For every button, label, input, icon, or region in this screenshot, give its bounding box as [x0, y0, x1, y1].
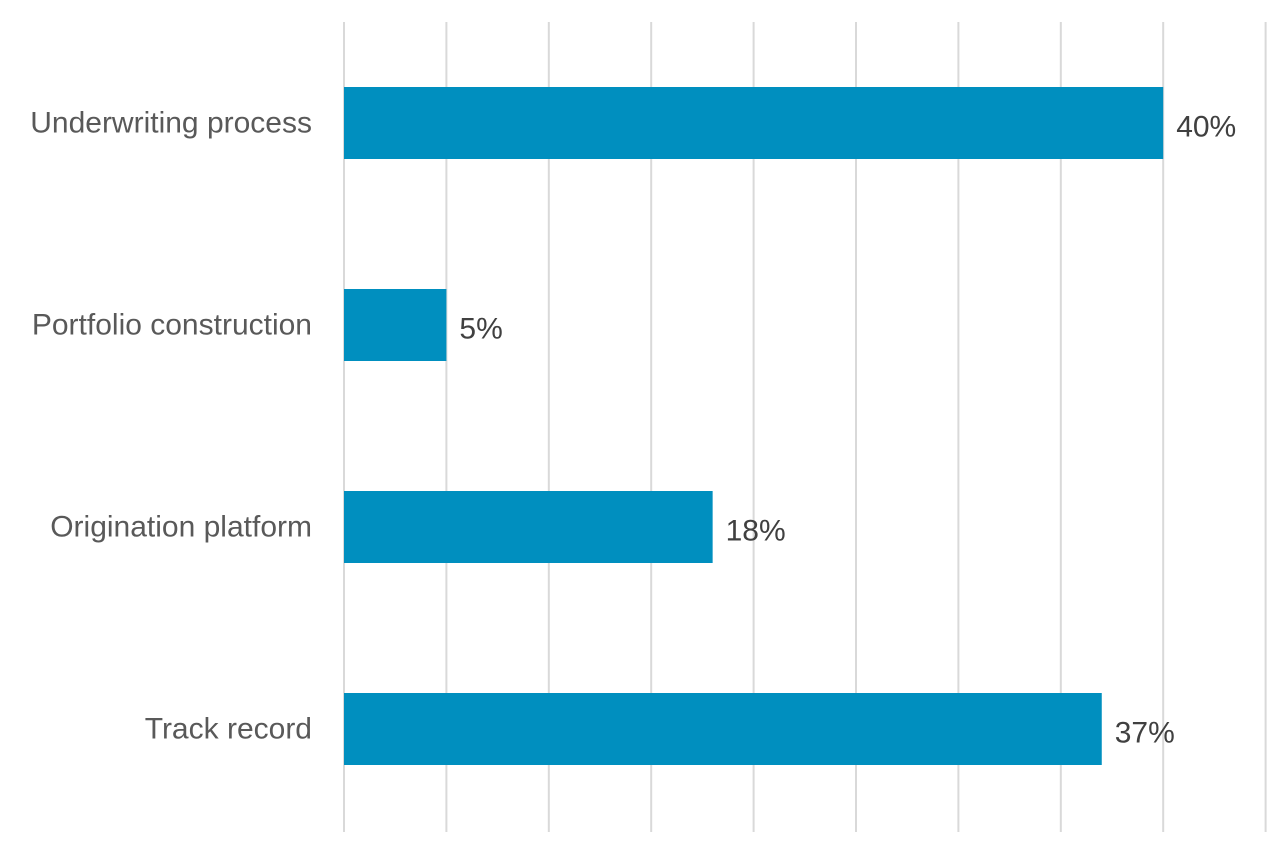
data-label-portfolio-construction: 5%: [459, 313, 502, 346]
category-labels: Underwriting process Portfolio constructi…: [30, 107, 312, 746]
category-label-track-record: Track record: [145, 713, 312, 746]
bar-track-record: [344, 693, 1102, 765]
bars: [344, 87, 1164, 765]
data-label-underwriting-process: 40%: [1176, 111, 1236, 144]
category-label-portfolio-construction: Portfolio construction: [32, 309, 312, 342]
data-label-track-record: 37%: [1115, 717, 1175, 750]
category-label-origination-platform: Origination platform: [50, 511, 312, 544]
category-label-underwriting-process: Underwriting process: [30, 107, 312, 140]
data-labels: 40% 5% 18% 37%: [459, 111, 1236, 750]
bar-origination-platform: [344, 491, 713, 563]
bar-underwriting-process: [344, 87, 1164, 159]
bar-portfolio-construction: [344, 289, 447, 361]
data-label-origination-platform: 18%: [726, 515, 786, 548]
